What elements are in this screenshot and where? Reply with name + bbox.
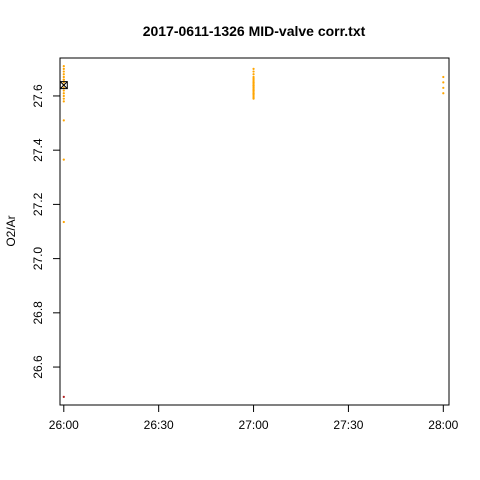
data-point [62, 119, 65, 122]
data-point [62, 100, 65, 103]
data-point [62, 73, 65, 76]
data-point [252, 67, 255, 70]
y-tick-label: 27.0 [31, 247, 45, 271]
data-point [62, 94, 65, 98]
x-tick-label: 27:30 [333, 418, 363, 432]
data-point [252, 92, 255, 95]
highlight-cross-b [59, 81, 68, 89]
data-point [442, 75, 445, 79]
y-tick-label: 26.8 [31, 301, 45, 325]
data-point [252, 89, 255, 92]
data-point [252, 84, 255, 87]
plot-box [59, 57, 450, 406]
data-point [62, 395, 65, 398]
y-tick-label: 27.2 [31, 192, 45, 216]
data-point [442, 86, 445, 89]
data-point [62, 70, 65, 73]
data-point [442, 81, 445, 84]
y-axis-label: O2/Ar [4, 215, 18, 246]
x-tick-label: 26:00 [49, 418, 79, 432]
data-point [62, 65, 65, 68]
data-point [62, 220, 65, 224]
x-tick-label: 26:30 [144, 418, 174, 432]
data-point [62, 92, 65, 95]
data-point [252, 86, 255, 89]
x-axis: 26:00 26:30 27:00 27:30 28:00 [49, 404, 459, 432]
data-point [252, 97, 255, 100]
data-point [62, 97, 65, 100]
data-point [62, 67, 65, 70]
highlight-box [59, 81, 68, 90]
data-point [252, 73, 255, 76]
chart-title: 2017-0611-1326 MID-valve corr.txt [143, 23, 366, 39]
data-point [252, 81, 255, 84]
y-tick-label: 27.4 [31, 138, 45, 162]
highlight-marker [59, 81, 68, 90]
x-tick-label: 27:00 [239, 418, 269, 432]
data-point [62, 75, 65, 79]
data-points [62, 65, 445, 398]
data-point [62, 78, 65, 81]
data-point [62, 89, 65, 92]
y-tick-label: 26.6 [31, 355, 45, 379]
y-axis: 26.6 26.8 27.0 27.2 27.4 27.6 [31, 84, 61, 379]
y-tick-label: 27.6 [31, 84, 45, 108]
data-point [252, 70, 255, 73]
data-point [62, 158, 65, 161]
data-point [442, 92, 445, 95]
x-tick-label: 28:00 [428, 418, 458, 432]
